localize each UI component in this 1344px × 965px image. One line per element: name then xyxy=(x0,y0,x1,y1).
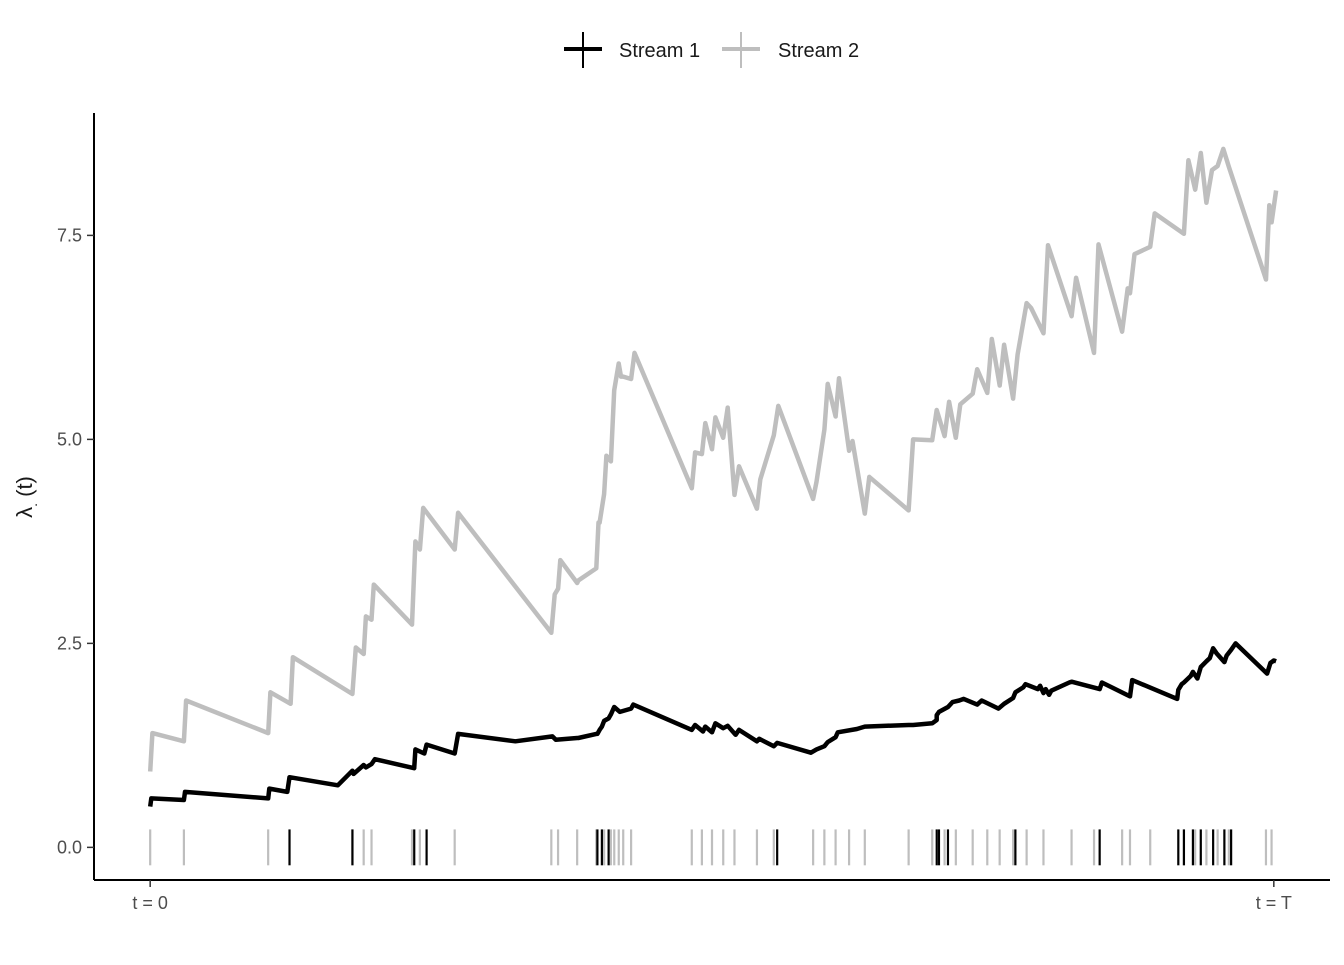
y-axis-title-symbol: λ xyxy=(12,507,37,518)
x-tick-label: t = T xyxy=(1256,893,1292,913)
legend-label-stream-1: Stream 1 xyxy=(619,40,700,62)
axes: 0.0 2.5 5.0 7.5 t = 0 t = T xyxy=(57,113,1330,913)
legend: Stream 1 Stream 2 xyxy=(564,32,859,68)
plot-area: 0.0 2.5 5.0 7.5 t = 0 t = T xyxy=(57,113,1330,913)
y-tick-label: 5.0 xyxy=(57,429,82,449)
legend-item-stream-2[interactable]: Stream 2 xyxy=(722,32,859,68)
series-line-stream-2 xyxy=(147,146,1279,772)
y-axis-title: λ. (t) xyxy=(12,476,40,518)
legend-item-stream-1[interactable]: Stream 1 xyxy=(564,32,700,68)
series-line-stream-1 xyxy=(147,641,1277,807)
y-tick-label: 2.5 xyxy=(57,633,82,653)
y-tick-label: 0.0 xyxy=(57,837,82,857)
y-axis-title-argument: (t) xyxy=(12,476,37,503)
series-lines xyxy=(147,146,1279,807)
y-tick-label: 7.5 xyxy=(57,225,82,245)
y-axis-title-subscript: . xyxy=(24,503,40,507)
x-tick-label: t = 0 xyxy=(132,893,168,913)
legend-label-stream-2: Stream 2 xyxy=(778,40,859,62)
event-rug xyxy=(149,829,1273,866)
